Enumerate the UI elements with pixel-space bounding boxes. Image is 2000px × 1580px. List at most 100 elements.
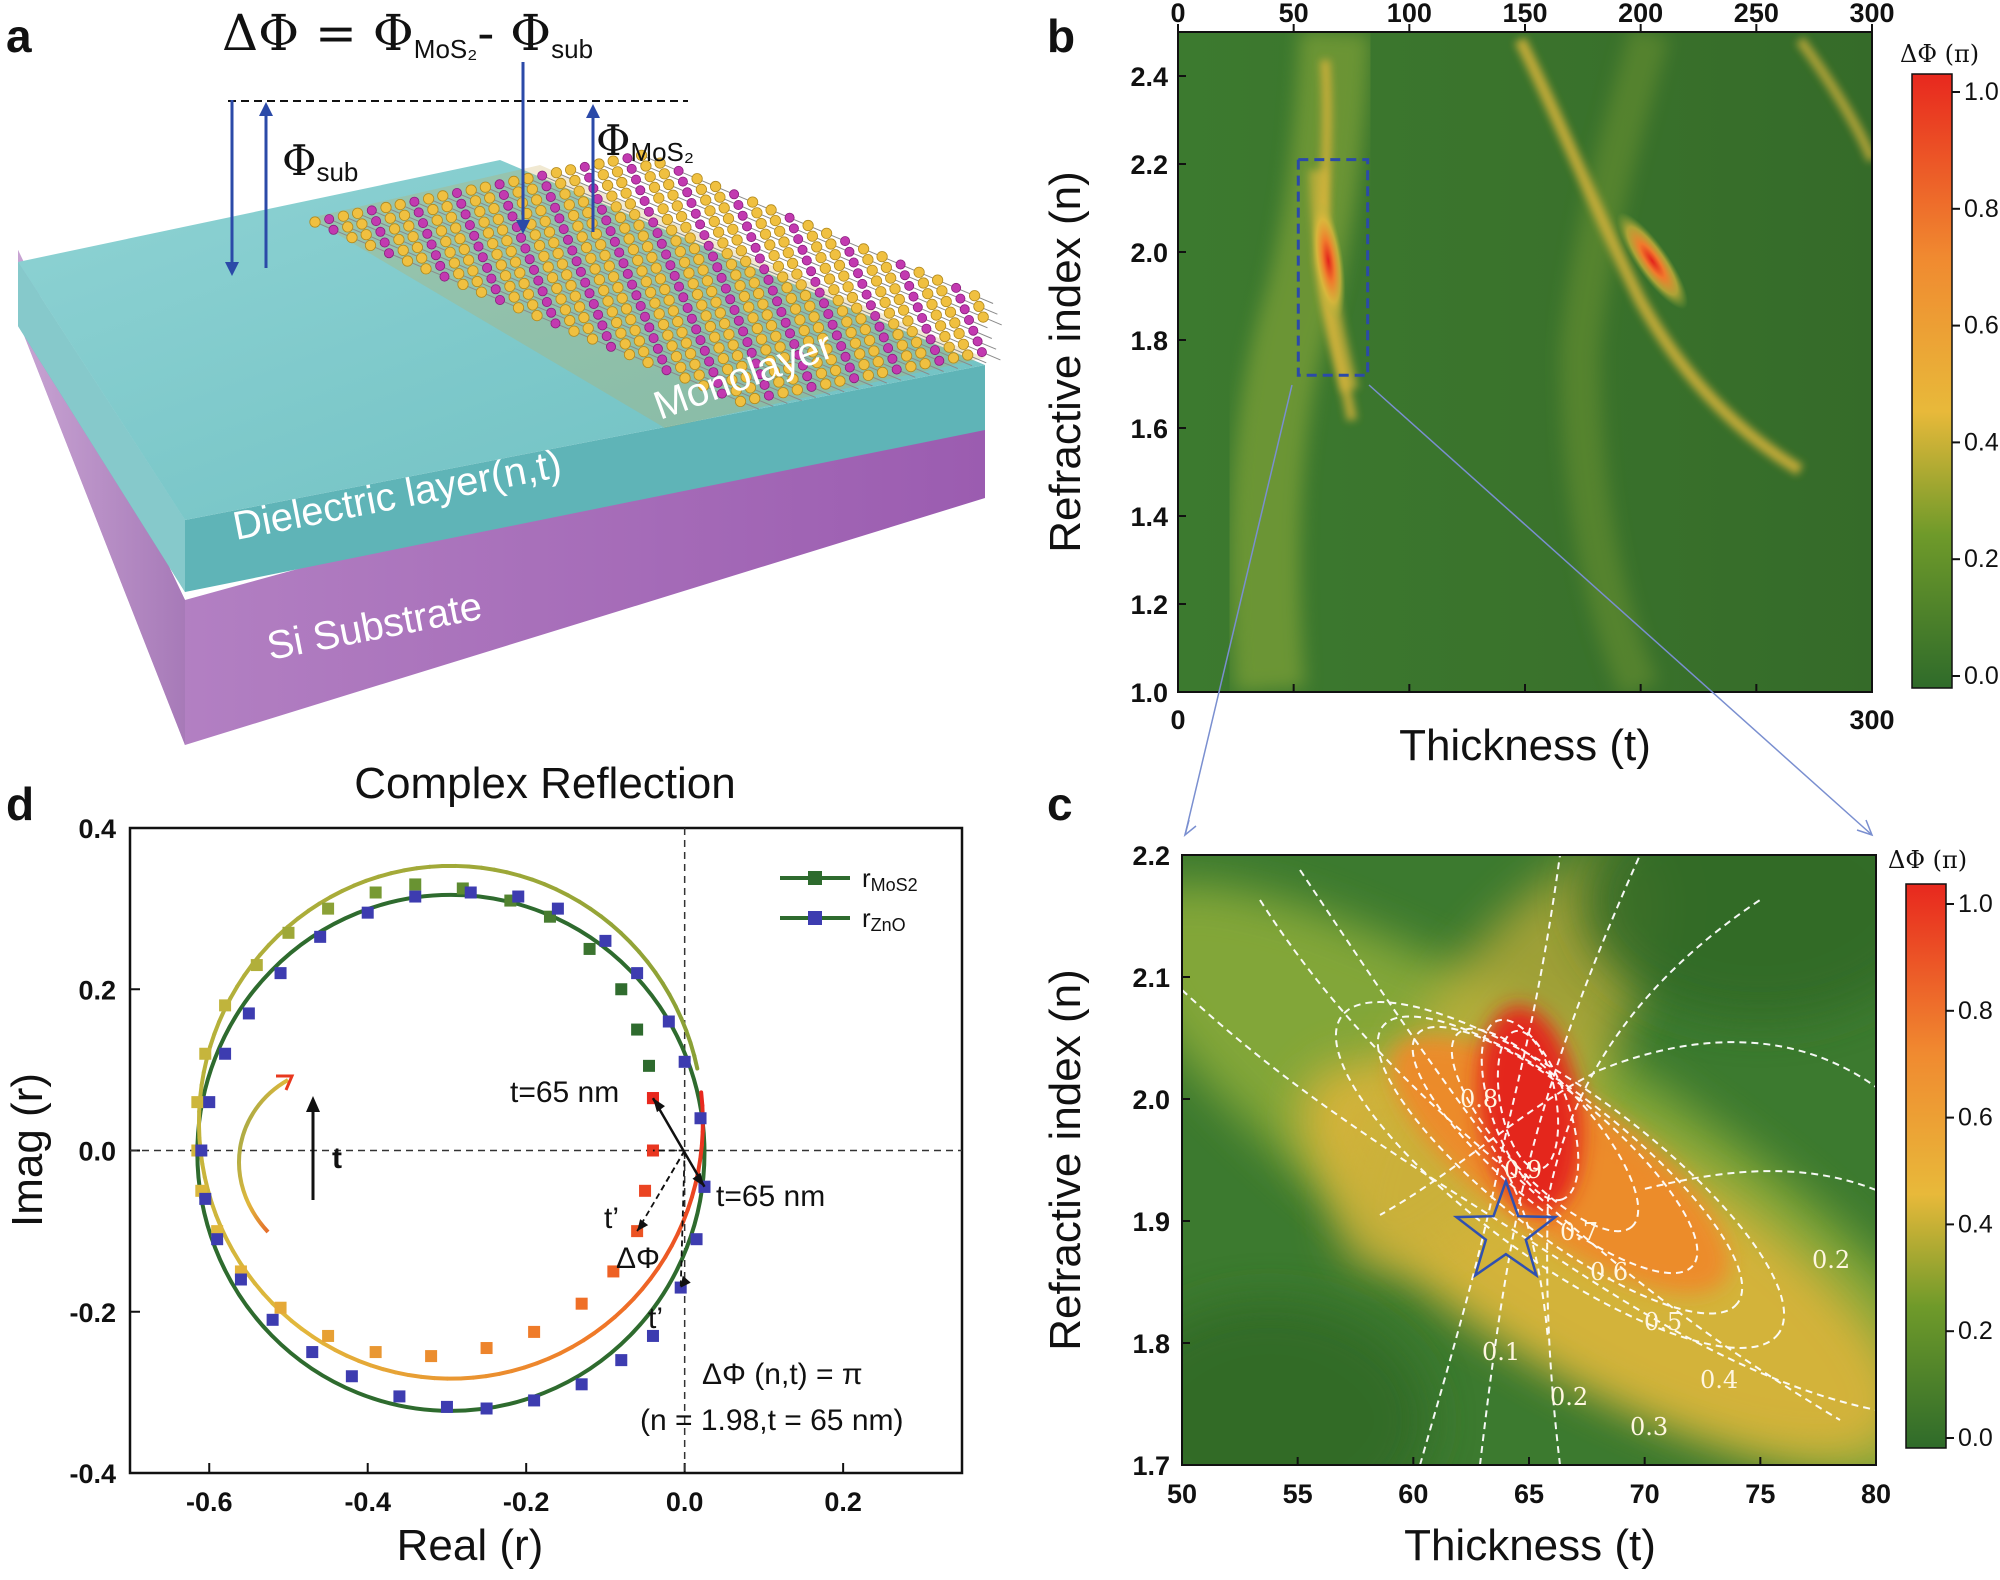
ridge-b-3 bbox=[1795, 37, 1872, 162]
s-atom bbox=[680, 337, 692, 349]
s-atom bbox=[727, 339, 739, 351]
s-atom bbox=[915, 347, 927, 359]
s-atom bbox=[709, 180, 722, 193]
mo-atom bbox=[409, 196, 420, 207]
b-top-tick-label: 100 bbox=[1387, 0, 1432, 28]
s-atom bbox=[543, 226, 556, 238]
mo-atom bbox=[904, 280, 915, 291]
s-atom bbox=[650, 262, 662, 274]
contour-lines bbox=[1182, 855, 1876, 1465]
s-atom bbox=[879, 296, 891, 308]
series-line-mos2-segment bbox=[414, 864, 432, 871]
s-atom bbox=[785, 292, 797, 304]
c-cb-tick-label: 1.0 bbox=[1958, 890, 1993, 918]
s-atom bbox=[663, 178, 675, 191]
zoom-connector-left-head bbox=[1183, 819, 1197, 838]
point-zno bbox=[694, 1112, 707, 1125]
s-atom bbox=[786, 257, 799, 269]
c-x-ticks: 50 55 60 65 70 75 80 bbox=[1167, 1457, 1891, 1509]
mo-atom bbox=[840, 351, 851, 362]
panel-letter-a: a bbox=[6, 10, 32, 62]
mo-atom bbox=[677, 176, 688, 187]
s-atom bbox=[478, 216, 490, 228]
series-line-mos2-segment bbox=[684, 1028, 693, 1045]
s-atom bbox=[730, 385, 742, 397]
mo-atom bbox=[737, 210, 748, 221]
s-atom bbox=[791, 384, 803, 396]
mo-atom bbox=[874, 321, 885, 332]
mo-atom bbox=[738, 326, 749, 337]
s-atom bbox=[356, 218, 368, 230]
s-atom bbox=[811, 241, 823, 253]
mo-atom bbox=[631, 290, 642, 301]
s-atom bbox=[714, 191, 726, 203]
mo-atom bbox=[759, 379, 770, 390]
s-atom bbox=[859, 323, 871, 336]
mo-atom bbox=[383, 248, 394, 259]
phi-sub-label: Φsub bbox=[282, 136, 358, 187]
s-atom bbox=[610, 316, 623, 329]
point-mos2 bbox=[274, 1301, 287, 1314]
mo-atom bbox=[648, 217, 659, 228]
s-atom bbox=[755, 217, 767, 230]
s-atom bbox=[888, 318, 900, 330]
s-atom bbox=[870, 275, 883, 287]
s-atom bbox=[755, 333, 768, 345]
mo-atom bbox=[682, 302, 693, 313]
point-zno bbox=[219, 1047, 232, 1060]
series-line-mos2-segment bbox=[242, 962, 255, 978]
point-zno bbox=[234, 1273, 247, 1286]
b-bottom-tick-label: 0 bbox=[1170, 705, 1185, 735]
s-atom bbox=[821, 343, 833, 355]
mo-atom bbox=[579, 161, 590, 172]
b-cb-tick-label: 0.8 bbox=[1964, 195, 1999, 223]
s-atom bbox=[561, 269, 573, 281]
series-line-mos2-segment bbox=[685, 1194, 694, 1212]
phase-arrows bbox=[225, 62, 600, 276]
c-x-tick-label: 80 bbox=[1861, 1479, 1891, 1509]
s-atom bbox=[684, 348, 697, 360]
mo-atom bbox=[520, 243, 531, 254]
mo-atom bbox=[814, 287, 825, 298]
mo-atom bbox=[635, 300, 646, 311]
ridge-b-2 bbox=[1514, 37, 1804, 476]
s-atom bbox=[569, 290, 581, 302]
s-atom bbox=[663, 294, 675, 306]
s-atom bbox=[398, 209, 411, 221]
b-top-tick-label: 150 bbox=[1502, 0, 1547, 28]
contour-label: 0.2 bbox=[1550, 1383, 1588, 1411]
series-line-mos2-segment bbox=[570, 1338, 586, 1350]
mo-atom bbox=[690, 208, 701, 219]
mo-atom bbox=[729, 304, 740, 315]
s-atom bbox=[806, 230, 819, 242]
s-atom bbox=[444, 246, 456, 258]
series-line-mos2-segment bbox=[252, 1281, 266, 1296]
series-line-mos2-segment bbox=[299, 1327, 315, 1339]
series-line-mos2-segment bbox=[419, 1374, 437, 1381]
s-atom bbox=[556, 258, 569, 270]
s-atom bbox=[679, 372, 691, 384]
b-top-tick-label: 200 bbox=[1618, 0, 1663, 28]
s-atom bbox=[876, 366, 889, 378]
contour-label: 0.7 bbox=[1560, 1218, 1598, 1246]
series-line-mos2-segment bbox=[245, 1270, 257, 1286]
s-atom bbox=[817, 332, 829, 344]
s-atom bbox=[858, 358, 870, 371]
mo-atom bbox=[695, 335, 706, 346]
s-atom bbox=[811, 356, 823, 369]
annot-tprime-2: t’ bbox=[648, 1302, 663, 1335]
s-atom bbox=[633, 335, 646, 347]
series-line-mos2-segment bbox=[376, 871, 394, 879]
s-atom bbox=[661, 213, 674, 226]
s-atom bbox=[492, 213, 504, 225]
s-atom bbox=[453, 268, 465, 280]
series-line-mos2-segment bbox=[356, 1358, 373, 1368]
mo-atom bbox=[776, 306, 787, 317]
s-atom bbox=[640, 160, 652, 172]
mo-atom bbox=[712, 377, 723, 388]
s-atom bbox=[670, 235, 682, 247]
s-atom bbox=[760, 344, 772, 356]
t-arrow-head bbox=[306, 1096, 320, 1112]
b-top-ticks: 0 50 100 150 200 250 300 bbox=[1170, 0, 1895, 32]
point-zno bbox=[575, 1378, 588, 1391]
